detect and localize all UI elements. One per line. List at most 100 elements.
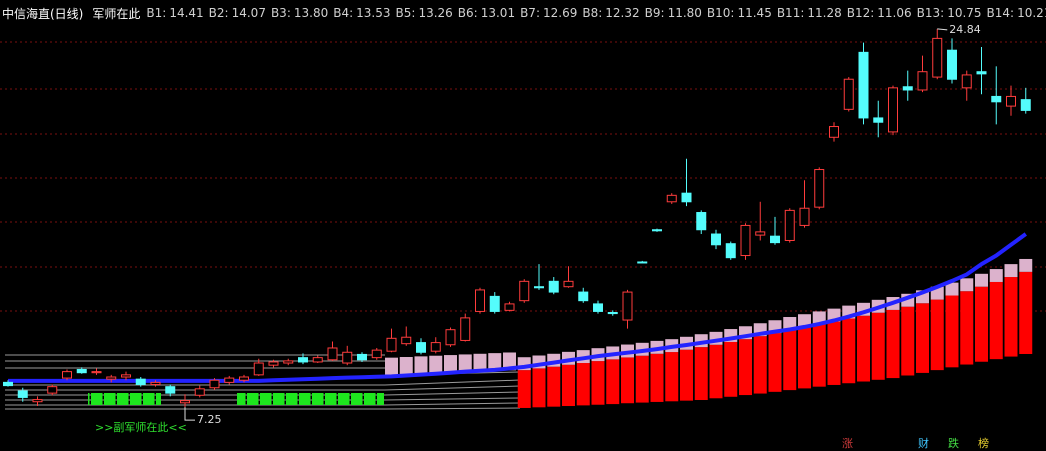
upper-bar [385,357,398,375]
candle-body [696,212,707,231]
level: B11: 11.28 [777,6,842,20]
candle-body [430,342,441,352]
level-value: 11.45 [737,6,772,20]
upper-bar [399,357,413,375]
candle-body [622,291,633,321]
sub-label: >>副军师在此<< [95,421,187,434]
ma-line [8,232,1027,383]
candle-body [725,243,736,259]
level-name: B7: [520,6,540,20]
candle-body [327,347,338,361]
candle-body [563,280,574,288]
candle-body [3,381,13,387]
candle-body [755,231,766,236]
level: B5: 13.26 [396,6,453,20]
tag[interactable]: 跌 [948,436,959,450]
candle-body [17,390,28,398]
level-name: B14: [986,6,1015,20]
level: B10: 11.45 [707,6,772,20]
candle-body [519,280,530,302]
header: 中信海直(日线) 军师在此 B1: 14.41 B2: 14.07 B3: 13.80 B4… [2,4,1046,22]
lower-bar [694,347,708,401]
lower-bar [606,359,620,405]
candle-body [239,376,249,381]
lower-bar [945,295,959,368]
lower-bar [812,324,826,387]
candle-body [445,329,456,346]
lower-bar [665,352,679,402]
lower-bar [753,336,767,394]
lower-bar [901,306,915,376]
lower-bar [1019,271,1033,354]
lower-bar [975,286,988,362]
candle-body [829,126,839,138]
lower-bar [591,361,605,405]
candle-body [180,400,190,404]
candle-body [91,371,102,374]
lower-bar [989,281,1003,360]
level-value: 12.69 [543,6,578,20]
upper-bar [945,282,959,296]
candle-body [416,342,426,353]
candle-body [666,194,677,203]
lower-bar [1004,277,1018,357]
candle-body [475,289,485,312]
candle-body [298,357,308,363]
candle-body [681,192,692,203]
tag[interactable]: 榜 [978,436,989,450]
candle-body [843,78,854,110]
level-value: 14.07 [231,6,266,20]
level: B3: 13.80 [271,6,328,20]
candle-body [121,374,131,378]
level-value: 13.26 [418,6,453,20]
candle-body [548,280,559,293]
level-name: B4: [333,6,354,20]
candle-body [976,71,987,75]
level-name: B6: [457,6,478,20]
candle-body [135,378,146,386]
level-name: B10: [706,6,735,20]
candle-body [224,377,235,383]
high-arrow [937,28,948,31]
level-value: 12.32 [605,6,640,20]
candle-body [991,95,1002,103]
lower-bar [547,366,561,407]
upper-bar [1019,258,1033,272]
candle-body [814,169,825,208]
candle-body [386,337,397,352]
lower-bar [576,363,590,406]
candle-body [209,379,220,389]
candle-body [1006,95,1016,107]
candle-body [47,386,58,394]
level-name: B1: [146,6,167,20]
high-label: 24.84 [949,23,981,36]
candle-body [1020,99,1031,111]
candle-body [888,87,898,133]
level: B1: 14.41 [146,6,203,20]
lower-bar [562,364,575,407]
candle-body [902,86,913,91]
level-value: 13.01 [480,6,516,20]
lower-bar [930,299,944,371]
lower-bar [532,368,546,408]
candle-body [460,317,471,341]
lower-bar [871,312,885,380]
upper-bar [798,314,811,328]
candle-body [711,233,721,246]
upper-bar [503,352,516,371]
candle-body [770,235,780,244]
tag[interactable]: 涨 [842,437,853,450]
level: B7: 12.69 [520,6,577,20]
lower-bar [886,309,900,379]
level-name: B8: [582,6,603,20]
level: B12: 11.06 [847,6,912,20]
lower-bar [724,341,738,397]
candle-body [150,381,161,386]
level: B6: 13.01 [458,6,515,20]
low-arrow [184,407,195,421]
tag[interactable]: 财 [918,436,929,450]
lower-bar [739,339,752,396]
candle-body [607,312,618,315]
candle-body [947,49,957,80]
lower-bar [635,355,649,403]
